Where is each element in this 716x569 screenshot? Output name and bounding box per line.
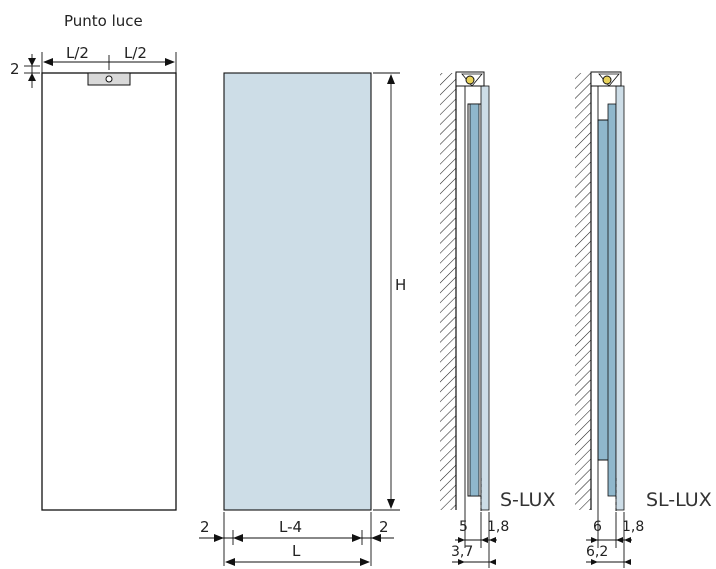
inner-width-dimension: 2 L-4 2 <box>199 512 394 545</box>
total-width-dimension: L <box>223 542 372 566</box>
s-lux-dim-b: 1,8 <box>487 519 509 535</box>
sl-lux-dim-c: 6,2 <box>586 544 608 560</box>
inner-width-label: L-4 <box>279 518 302 536</box>
front-view-light-point: Punto luce L/2 L/2 2 <box>10 12 177 511</box>
s-lux-label: S-LUX <box>500 489 555 511</box>
section-s-lux: S-LUX 5 1,8 3,7 <box>440 71 555 568</box>
front-view-panel: H 2 L-4 2 L <box>199 72 406 566</box>
half-width-left-label: L/2 <box>66 44 89 62</box>
half-width-right-label: L/2 <box>124 44 147 62</box>
left-margin-label: 2 <box>200 518 210 536</box>
half-width-dimension: L/2 L/2 <box>41 44 177 74</box>
lamp-icon-s-lux <box>465 75 475 85</box>
light-point-icon <box>105 75 113 83</box>
front-panel-outline <box>41 72 177 511</box>
sl-lux-dim-a: 6 <box>593 519 602 535</box>
lamp-icon-sl-lux <box>602 75 612 85</box>
top-offset-dimension: 2 <box>10 54 40 88</box>
section-sl-lux: SL-LUX 6 1,8 6,2 <box>575 71 712 568</box>
glass-panel <box>223 72 372 511</box>
wall-hatch-s-lux <box>440 73 456 510</box>
panel-profile-s-lux <box>469 103 480 497</box>
wall-hatch-sl-lux <box>575 73 591 510</box>
top-offset-label: 2 <box>10 60 20 78</box>
s-lux-dim-a: 5 <box>459 519 468 535</box>
punto-luce-label: Punto luce <box>64 12 143 30</box>
right-margin-label: 2 <box>379 518 389 536</box>
sl-lux-dim-b: 1,8 <box>622 519 644 535</box>
height-label: H <box>395 276 406 294</box>
s-lux-dim-c: 3,7 <box>451 544 473 560</box>
sl-lux-label: SL-LUX <box>646 489 712 511</box>
width-label: L <box>292 542 301 560</box>
height-dimension: H <box>373 72 406 511</box>
